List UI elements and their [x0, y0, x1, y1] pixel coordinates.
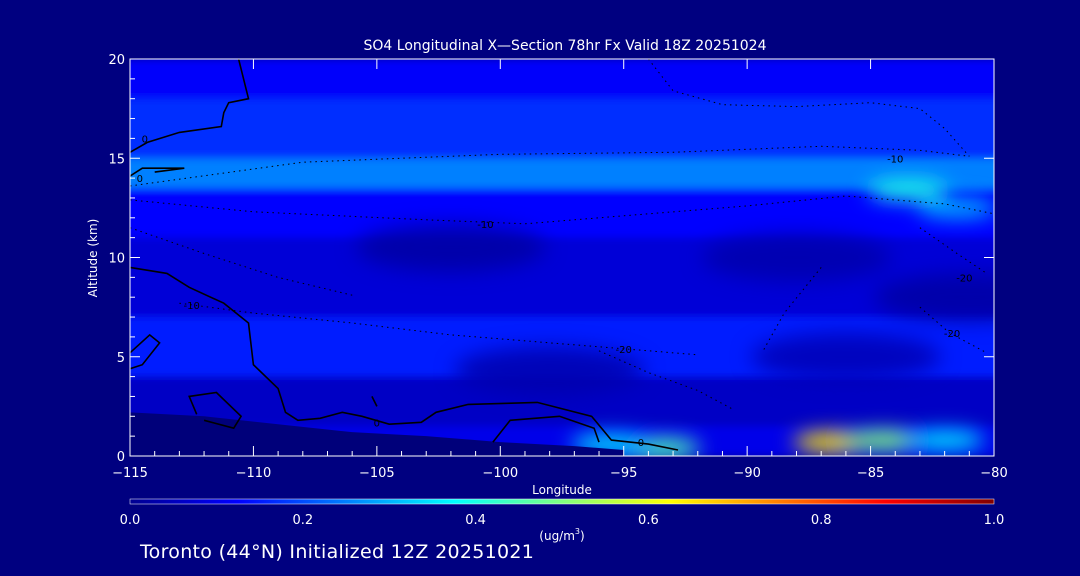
x-tick-label-2: −105 — [359, 466, 395, 481]
y-tick-label-0: 0 — [117, 450, 125, 465]
x-tick-label-3: −100 — [482, 466, 518, 481]
concentration-band-2 — [130, 158, 994, 189]
x-tick-label-1: −110 — [236, 466, 272, 481]
low-region-4 — [874, 273, 994, 322]
y-tick-label-3: 15 — [108, 152, 125, 167]
contour-label-5: -20 — [956, 273, 972, 284]
dashed-contour-0 — [130, 145, 970, 187]
terrain-mask — [130, 412, 624, 456]
terrain-area — [130, 412, 624, 456]
contour-label-7: -20 — [616, 345, 632, 356]
x-tick-label-7: −80 — [980, 466, 1007, 481]
contour-label-1: 0 — [137, 174, 143, 185]
contour-label-8: 0 — [638, 438, 644, 449]
colorbar-tick-label-1: 0.2 — [292, 513, 313, 528]
contour-label-3: -10 — [887, 154, 903, 165]
concentration-band-1 — [130, 98, 994, 159]
colorbar-unit: (ug/m3) — [539, 527, 584, 543]
contour-label-0: 0 — [142, 134, 148, 145]
contour-label-2: -10 — [477, 220, 493, 231]
dashed-contour-7 — [919, 306, 987, 354]
y-tick-label-1: 5 — [117, 351, 125, 366]
low-region-2 — [454, 346, 645, 395]
colorbar-tick-label-3: 0.6 — [638, 513, 659, 528]
colorbar-tick-label-0: 0.0 — [120, 513, 141, 528]
solid-contour-0 — [130, 59, 250, 153]
dashed-contour-6 — [919, 227, 987, 274]
contour-label-4: -10 — [184, 301, 200, 312]
colorbar-unit-main: (ug/m — [539, 529, 575, 543]
colorbar-tick-label-2: 0.4 — [465, 513, 486, 528]
x-axis-label: Longitude — [532, 483, 592, 497]
hotspot-5 — [867, 180, 948, 201]
colorbar: 0.0 0.2 0.4 0.6 0.8 1.0 (ug/m3) — [120, 498, 1005, 543]
x-tick-label-6: −85 — [857, 466, 884, 481]
low-region-3 — [750, 332, 941, 381]
y-tick-label-4: 20 — [108, 53, 125, 68]
y-axis: 0 5 10 15 20 — [108, 53, 994, 465]
solid-contour-6 — [371, 396, 378, 407]
colorbar-tick-label-4: 0.8 — [811, 513, 832, 528]
hotspot-2 — [904, 430, 985, 451]
low-region-0 — [355, 223, 546, 272]
contour-label-9: 0 — [374, 418, 380, 429]
contour-label-6: -20 — [944, 329, 960, 340]
chart-title: SO4 Longitudinal X—Section 78hr Fx Valid… — [364, 38, 767, 54]
solid-contour-5 — [188, 391, 243, 430]
colorbar-ticks: 0.0 0.2 0.4 0.6 0.8 1.0 — [120, 513, 1005, 528]
concentration-band-0 — [130, 59, 994, 99]
y-axis-label: Altitude (km) — [86, 219, 100, 298]
concentration-field: 0 0 -10 -10 -10 -20 -20 -20 0 0 — [130, 59, 994, 456]
footer-caption: Toronto (44°N) Initialized 12Z 20251021 — [140, 541, 535, 563]
contour-lines — [130, 59, 994, 451]
y-tick-label-2: 10 — [108, 252, 125, 267]
colorbar-unit-sup: 3 — [575, 527, 580, 536]
colorbar-unit-end: ) — [580, 529, 585, 543]
x-tick-label-5: −90 — [733, 466, 760, 481]
x-tick-label-0: −115 — [112, 466, 148, 481]
solid-contour-1 — [130, 167, 185, 177]
dashed-contour-8 — [761, 267, 822, 354]
hotspot-6 — [916, 197, 994, 218]
dashed-contour-2 — [130, 227, 353, 296]
x-tick-label-4: −95 — [610, 466, 637, 481]
hotspot-1 — [842, 430, 923, 451]
x-axis: −115 −110 −105 −100 −95 −90 −85 −80 — [112, 59, 1008, 481]
solid-contour-4 — [130, 333, 161, 370]
concentration-band-3 — [130, 188, 994, 238]
solid-contour-3 — [492, 415, 600, 443]
dashed-contour-4 — [598, 350, 736, 411]
dashed-contour-1 — [130, 195, 994, 225]
colorbar-gradient — [129, 498, 995, 505]
contour-labels: 0 0 -10 -10 -10 -20 -20 -20 0 0 — [137, 134, 973, 449]
low-region-1 — [701, 233, 892, 282]
solid-contour-2 — [130, 266, 679, 451]
colorbar-tick-label-5: 1.0 — [984, 513, 1005, 528]
low-concentration-regions — [355, 223, 994, 395]
